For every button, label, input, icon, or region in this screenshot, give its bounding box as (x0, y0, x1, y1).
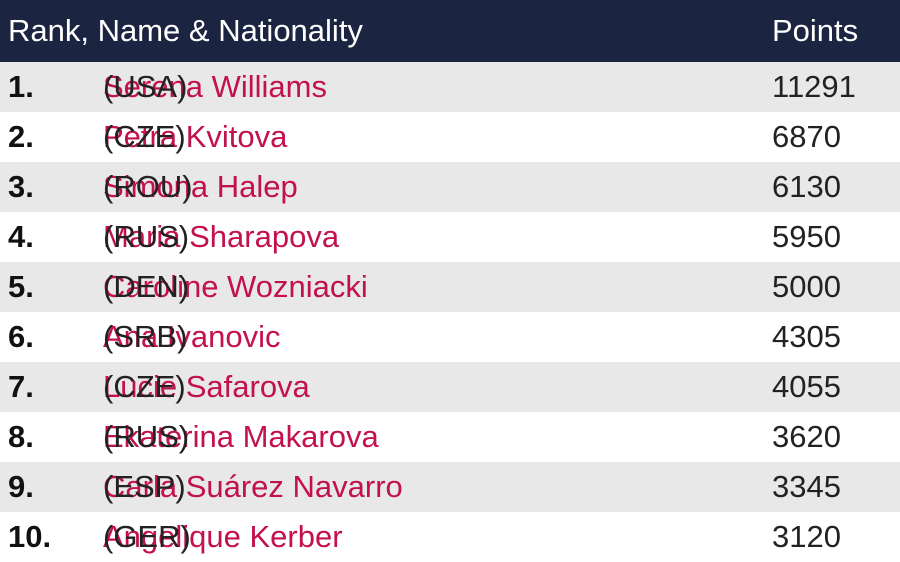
points: 3120 (772, 519, 841, 554)
rank: 4. (8, 219, 34, 254)
table-row: 8. Ekaterina Makarova (RUS) 3620 (0, 412, 900, 462)
points: 4305 (772, 319, 841, 354)
table-row: 10. Angelique Kerber (GER) 3120 (0, 512, 900, 562)
rank: 9. (8, 469, 34, 504)
nationality: (SRB) (103, 319, 188, 354)
rank: 2. (8, 119, 34, 154)
header-cell: Rank, Name & Nationality (8, 13, 363, 48)
table-row: 4. Maria Sharapova (RUS) 5950 (0, 212, 900, 262)
nationality: (USA) (103, 69, 188, 104)
rank: 10. (8, 519, 52, 554)
player-name: Simona Halep (103, 169, 298, 204)
player-name: Carla Suárez Navarro (103, 469, 403, 504)
points: 5000 (772, 269, 841, 304)
table-row: 9. Carla Suárez Navarro (ESP) 3345 (0, 462, 900, 512)
nationality: (GER) (103, 519, 191, 554)
nationality: (DEN) (103, 269, 190, 304)
points: 3620 (772, 419, 841, 454)
table-body: 1. Serena Williams (USA) 11291 2. Petra Kvito… (0, 62, 900, 562)
rank: 1. (8, 69, 34, 104)
nationality: (CZE) (103, 119, 186, 154)
points: 4055 (772, 369, 841, 404)
nationality: (RUS) (103, 219, 190, 254)
rank: 3. (8, 169, 34, 204)
points: 6870 (772, 119, 841, 154)
rank: 6. (8, 319, 34, 354)
rank: 7. (8, 369, 34, 404)
table-header: Rank, Name & Nationality Points (0, 0, 900, 62)
player-name: Maria Sharapova (103, 219, 340, 254)
points: 11291 (772, 69, 856, 104)
player-name: Ekaterina Makarova (103, 419, 379, 454)
player-name: Serena Williams (103, 69, 327, 104)
points: 3345 (772, 469, 841, 504)
table-row: 7. Lucie Safarova (CZE) 4055 (0, 362, 900, 412)
points: 6130 (772, 169, 841, 204)
player-name: Angelique Kerber (103, 519, 343, 554)
table-row: 6. Ana Ivanovic (SRB) 4305 (0, 312, 900, 362)
nationality: (ROU) (103, 169, 193, 204)
table-row: 3. Simona Halep (ROU) 6130 (0, 162, 900, 212)
player-name: Lucie Safarova (103, 369, 310, 404)
table-row: 5. Caroline Wozniacki (DEN) 5000 (0, 262, 900, 312)
player-name: Ana Ivanovic (103, 319, 281, 354)
table-row: 2. Petra Kvitova (CZE) 6870 (0, 112, 900, 162)
player-name: Petra Kvitova (103, 119, 288, 154)
nationality: (ESP) (103, 469, 186, 504)
rank: 8. (8, 419, 34, 454)
table-row: 1. Serena Williams (USA) 11291 (0, 62, 900, 112)
nationality: (CZE) (103, 369, 186, 404)
header-cell: Points (772, 13, 859, 48)
player-name: Caroline Wozniacki (103, 269, 368, 304)
rank: 5. (8, 269, 34, 304)
points: 5950 (772, 219, 841, 254)
nationality: (RUS) (103, 419, 190, 454)
